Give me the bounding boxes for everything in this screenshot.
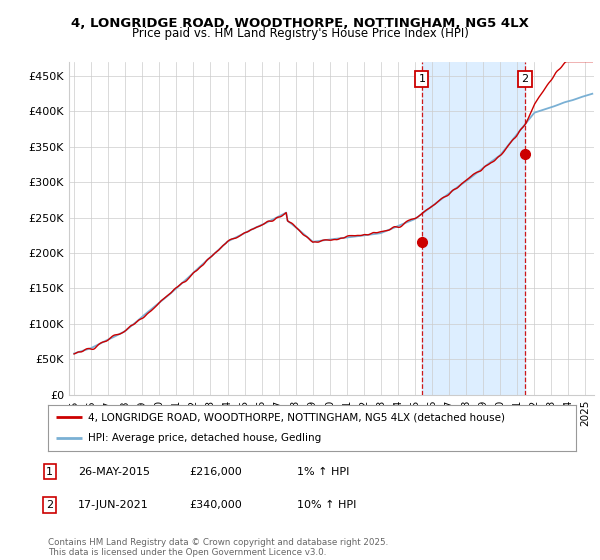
Text: £340,000: £340,000 [189,500,242,510]
Text: 4, LONGRIDGE ROAD, WOODTHORPE, NOTTINGHAM, NG5 4LX: 4, LONGRIDGE ROAD, WOODTHORPE, NOTTINGHA… [71,17,529,30]
Text: 26-MAY-2015: 26-MAY-2015 [78,466,150,477]
Text: 4, LONGRIDGE ROAD, WOODTHORPE, NOTTINGHAM, NG5 4LX (detached house): 4, LONGRIDGE ROAD, WOODTHORPE, NOTTINGHA… [88,412,505,422]
Text: 2: 2 [521,74,529,85]
Text: 2: 2 [46,500,53,510]
Text: £216,000: £216,000 [189,466,242,477]
Text: 1: 1 [46,466,53,477]
Text: Price paid vs. HM Land Registry's House Price Index (HPI): Price paid vs. HM Land Registry's House … [131,27,469,40]
Text: 1: 1 [418,74,425,85]
Text: 1% ↑ HPI: 1% ↑ HPI [297,466,349,477]
Text: HPI: Average price, detached house, Gedling: HPI: Average price, detached house, Gedl… [88,433,321,444]
Text: 10% ↑ HPI: 10% ↑ HPI [297,500,356,510]
Text: 17-JUN-2021: 17-JUN-2021 [78,500,149,510]
Text: Contains HM Land Registry data © Crown copyright and database right 2025.
This d: Contains HM Land Registry data © Crown c… [48,538,388,557]
Bar [422,62,525,395]
